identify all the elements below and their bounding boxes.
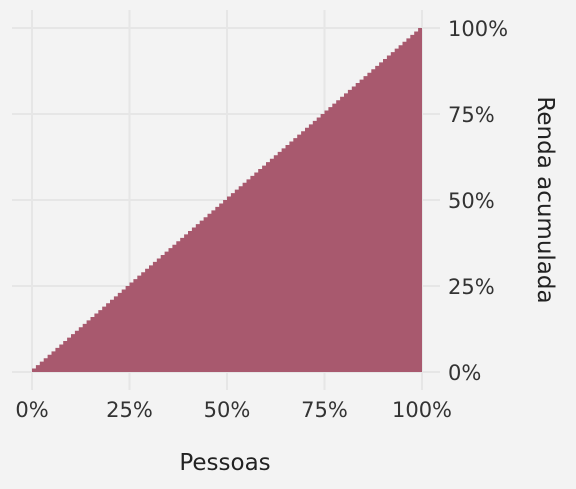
y-tick-label: 0% xyxy=(448,361,481,385)
x-tick-label: 50% xyxy=(204,398,251,422)
y-axis-title: Renda acumulada xyxy=(532,96,558,303)
y-tick-label: 75% xyxy=(448,103,495,127)
x-tick-label: 0% xyxy=(15,398,48,422)
y-tick-label: 100% xyxy=(448,17,508,41)
x-axis-title: Pessoas xyxy=(179,450,270,476)
series-area xyxy=(32,28,422,372)
y-tick-label: 25% xyxy=(448,275,495,299)
x-tick-label: 25% xyxy=(106,398,153,422)
x-tick-label: 100% xyxy=(392,398,452,422)
x-tick-label: 75% xyxy=(301,398,348,422)
series-layer xyxy=(32,28,422,372)
y-tick-label: 50% xyxy=(448,189,495,213)
y-axis-tick-labels: 0% 25% 50% 75% 100% xyxy=(448,17,508,385)
x-axis-tick-labels: 0% 25% 50% 75% 100% xyxy=(15,398,452,422)
